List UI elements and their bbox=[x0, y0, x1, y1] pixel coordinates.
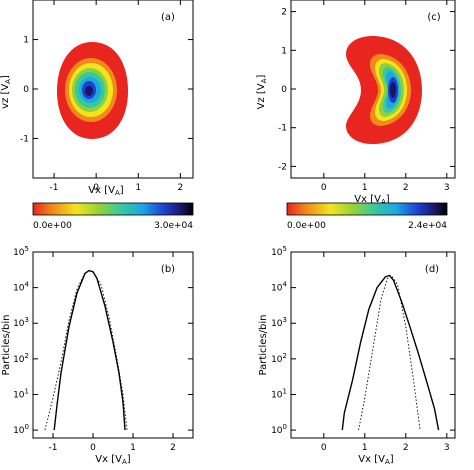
y-tick-label-c-0: -2 bbox=[278, 162, 287, 172]
x-tick-label-d-0: 0 bbox=[321, 443, 327, 453]
y-tick-label-b-5: 105 bbox=[13, 245, 29, 258]
colorbar-max-c: 2.4e+04 bbox=[408, 221, 447, 231]
panel-label-b: (b) bbox=[161, 264, 175, 275]
lines-d bbox=[341, 274, 440, 431]
y-tick-label-c-4: 2 bbox=[281, 8, 287, 18]
x-tick-label-b-2: 1 bbox=[130, 443, 136, 453]
x-tick-label-c-2: 2 bbox=[403, 183, 409, 193]
x-tick-label-c-1: 1 bbox=[362, 183, 368, 193]
panel-label-d: (d) bbox=[425, 264, 439, 275]
y-tick-label-d-0: 100 bbox=[271, 423, 287, 436]
colorbar-min-c: 0.0e+00 bbox=[287, 221, 326, 231]
series-line-d-dotted bbox=[358, 274, 421, 431]
y-tick-label-d-3: 103 bbox=[271, 316, 287, 329]
ticks-d: 0 1 2 3 100 101 102 103 104 105 bbox=[271, 245, 455, 453]
ticks-c: 0 1 2 3 -2 -1 0 1 2 bbox=[278, 0, 455, 193]
y-tick-label-d-5: 105 bbox=[271, 245, 287, 258]
x-tick-label-c-0: 0 bbox=[321, 183, 327, 193]
y-tick-label-d-2: 102 bbox=[271, 352, 287, 365]
x-tick-label-a-1: 0 bbox=[93, 183, 99, 193]
plot-frame-b bbox=[32, 251, 194, 439]
panel-a: -1 0 1 2 -1 0 1 (a) vz [VA] Vx [VA] 0.0e+00 3.… bbox=[0, 0, 194, 231]
y-tick-label-c-3: 1 bbox=[281, 46, 287, 56]
ticks-a: -1 0 1 2 -1 0 1 bbox=[20, 0, 193, 193]
x-tick-label-b-0: -1 bbox=[49, 443, 58, 453]
y-tick-label-d-1: 101 bbox=[271, 387, 287, 400]
ticks-b: -1 0 1 2 100 101 102 103 104 105 bbox=[13, 245, 193, 453]
series-line-d-solid bbox=[341, 274, 440, 431]
y-axis-label-c: Vz [VA] bbox=[256, 75, 268, 110]
heatmap-a bbox=[57, 42, 128, 139]
colorbar-max-a: 3.0e+04 bbox=[154, 221, 193, 231]
x-tick-label-b-3: 2 bbox=[170, 443, 176, 453]
colorbar-a bbox=[32, 202, 194, 216]
x-tick-label-a-0: -1 bbox=[50, 183, 59, 193]
y-tick-label-b-3: 103 bbox=[13, 316, 29, 329]
lines-b bbox=[44, 269, 128, 431]
y-tick-label-b-2: 102 bbox=[13, 352, 29, 365]
y-tick-label-b-0: 100 bbox=[13, 423, 29, 436]
y-axis-label-b: Particles/bin bbox=[1, 315, 12, 376]
panel-b: -1 0 1 2 100 101 102 103 104 105 (b) Particles/bi… bbox=[1, 245, 194, 466]
x-tick-label-a-3: 2 bbox=[178, 183, 184, 193]
heatmap-a-level-8 bbox=[85, 86, 93, 96]
y-tick-label-c-1: -1 bbox=[278, 124, 287, 134]
x-tick-label-b-1: 0 bbox=[90, 443, 96, 453]
y-tick-label-b-4: 104 bbox=[13, 281, 29, 294]
y-tick-label-a-2: 1 bbox=[23, 36, 29, 46]
colorbar-min-a: 0.0e+00 bbox=[33, 221, 72, 231]
y-tick-label-d-4: 104 bbox=[271, 281, 287, 294]
series-line-b-solid bbox=[53, 269, 126, 431]
x-axis-label-d: Vx [VA] bbox=[358, 454, 393, 466]
y-tick-label-b-1: 101 bbox=[13, 387, 29, 400]
x-axis-label-a: Vx [VA] bbox=[88, 185, 123, 197]
y-tick-label-a-1: 0 bbox=[23, 85, 29, 95]
panel-label-a: (a) bbox=[161, 12, 175, 23]
panel-label-c: (c) bbox=[427, 12, 440, 23]
x-tick-label-d-2: 2 bbox=[403, 443, 409, 453]
y-tick-label-a-0: -1 bbox=[20, 134, 29, 144]
plot-frame-d bbox=[290, 251, 456, 439]
x-tick-label-a-2: 1 bbox=[135, 183, 141, 193]
x-tick-label-d-1: 1 bbox=[362, 443, 368, 453]
y-axis-label-a: vz [VA] bbox=[0, 75, 12, 109]
y-tick-label-c-2: 0 bbox=[281, 85, 287, 95]
colorbar-c bbox=[286, 202, 448, 216]
panel-d: 0 1 2 3 100 101 102 103 104 105 (d) Particles/bin… bbox=[258, 245, 456, 466]
x-tick-label-d-3: 3 bbox=[444, 443, 450, 453]
x-tick-label-c-3: 3 bbox=[444, 183, 450, 193]
heatmap-c-level-8 bbox=[390, 82, 396, 98]
heatmap-c bbox=[346, 36, 422, 144]
y-axis-label-d: Particles/bin bbox=[258, 315, 269, 376]
x-axis-label-b: Vx [VA] bbox=[95, 454, 130, 466]
